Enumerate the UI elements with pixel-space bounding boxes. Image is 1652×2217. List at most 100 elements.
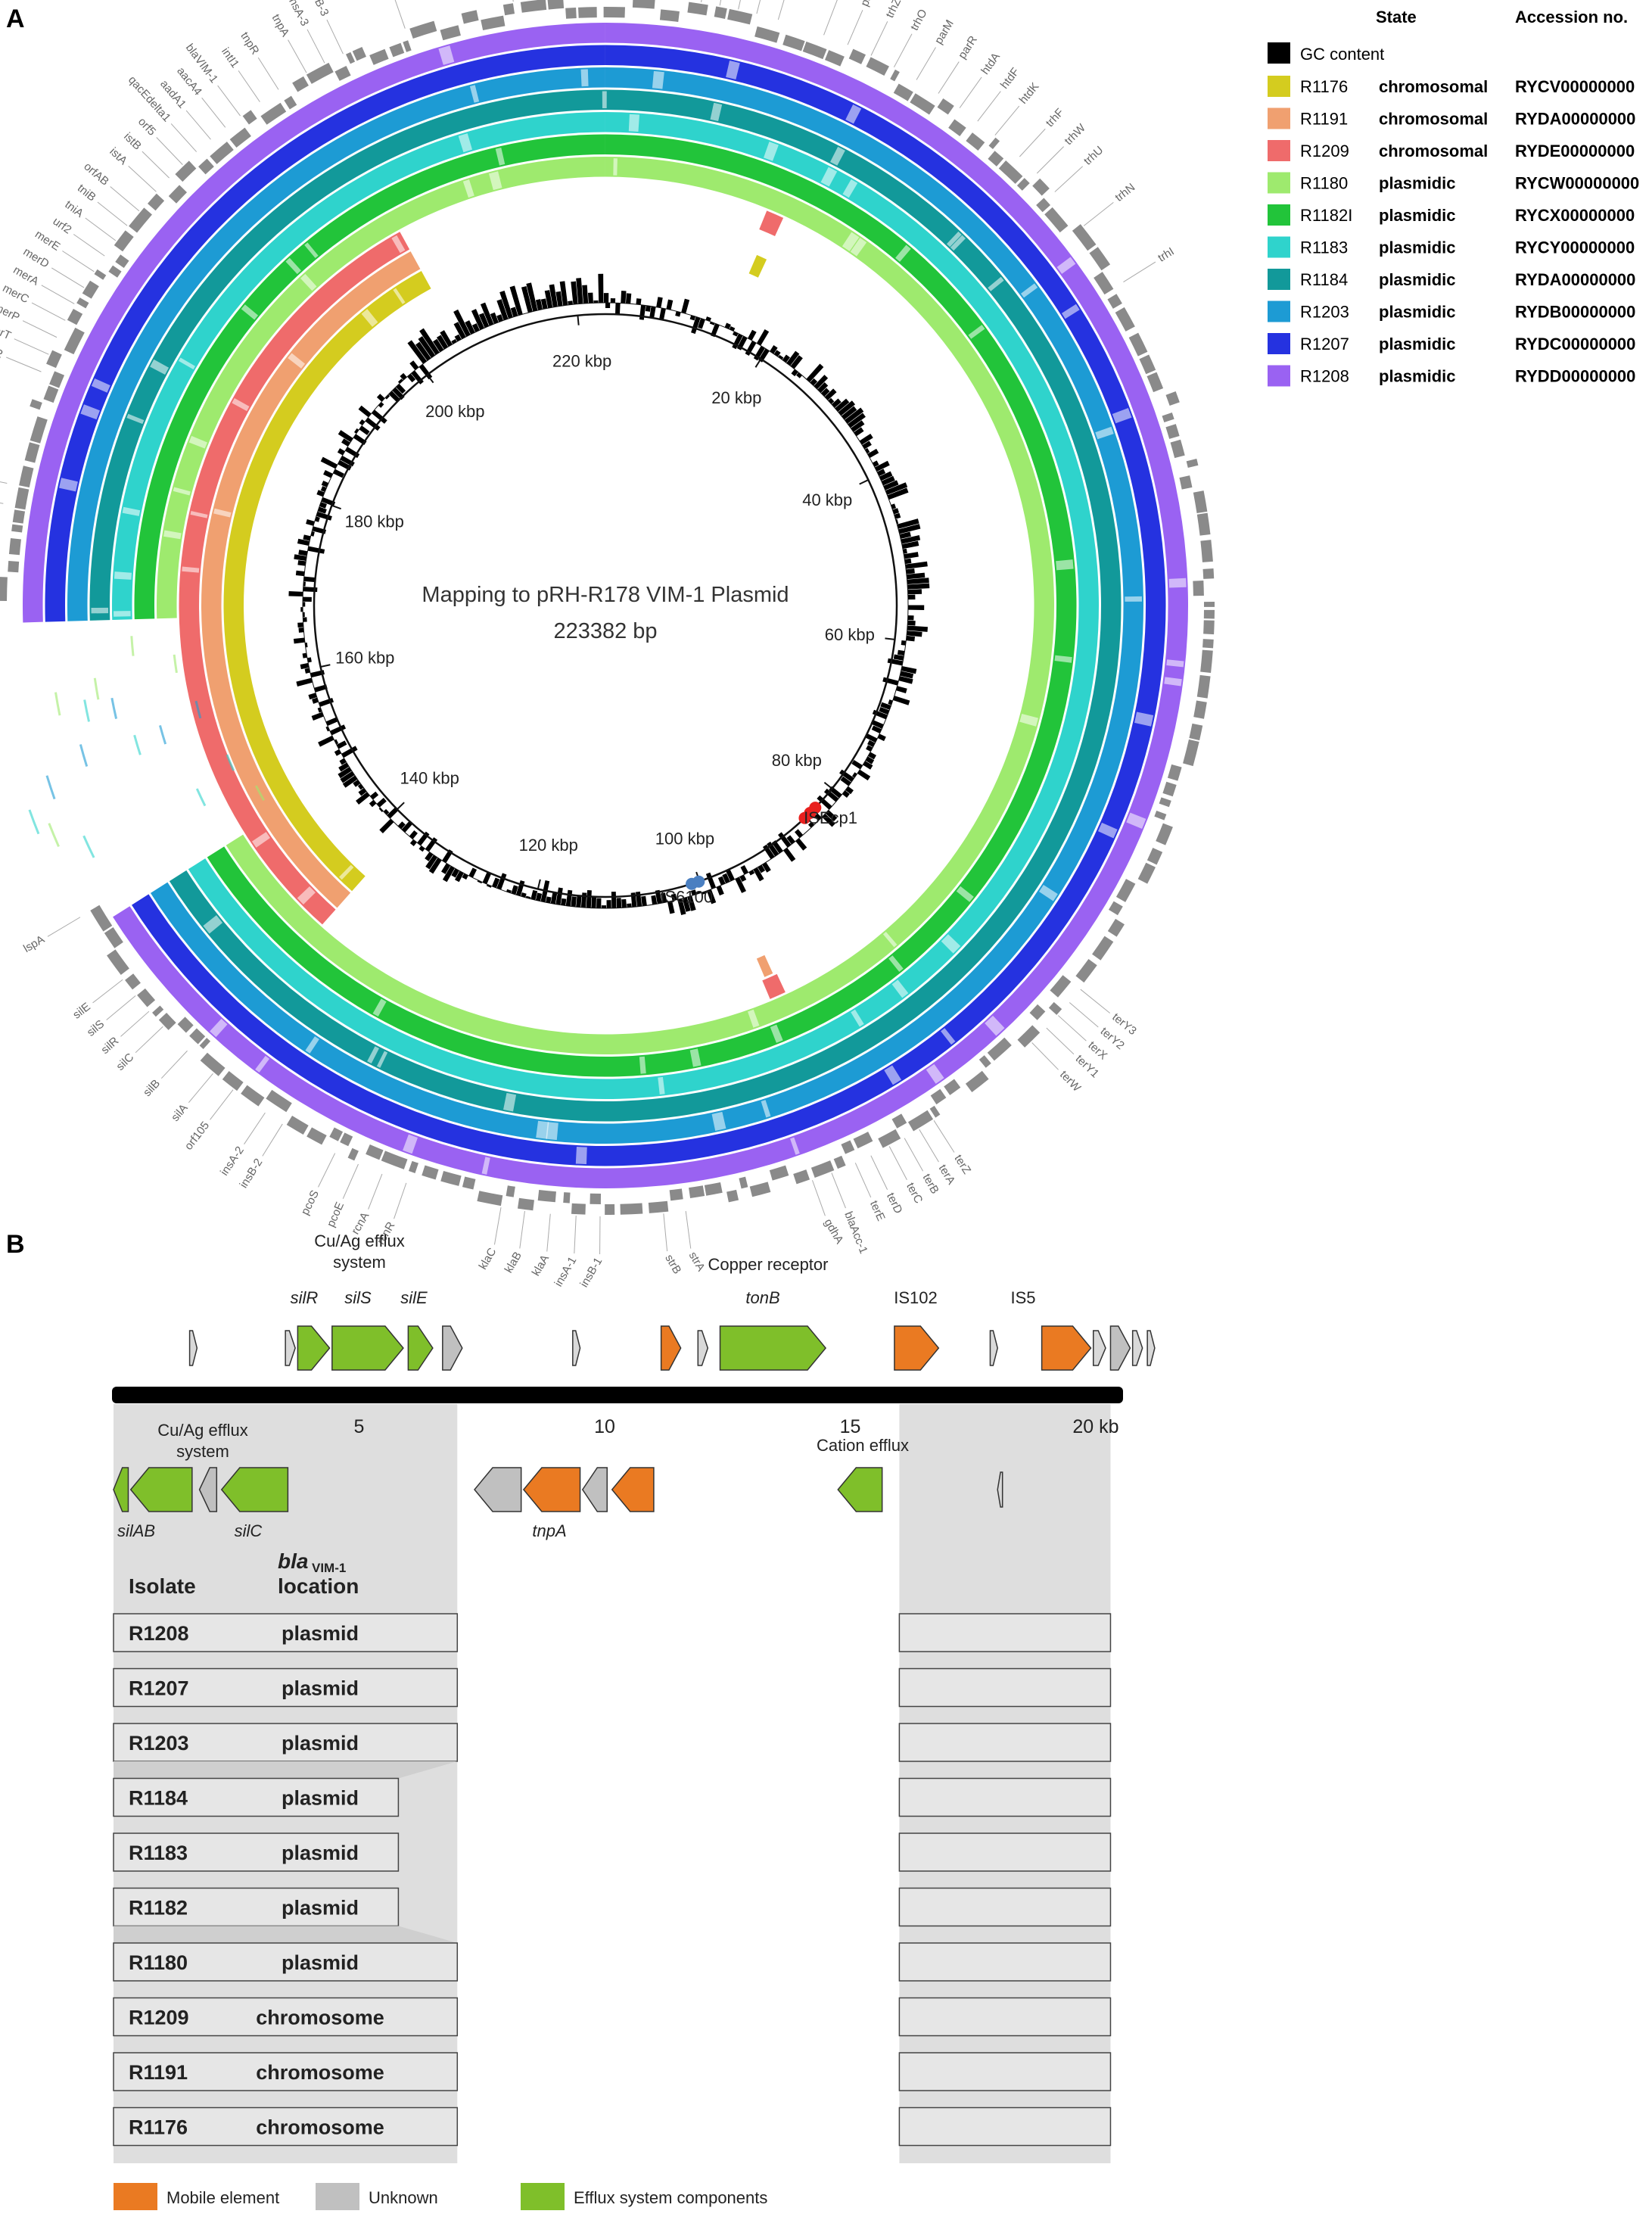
gc-bar — [691, 316, 701, 335]
gene-leader — [14, 338, 49, 355]
gc-bar — [894, 512, 901, 519]
gene-leader — [831, 1172, 846, 1209]
kbp-tick-label: 60 kbp — [825, 625, 875, 644]
gc-bar — [559, 281, 568, 306]
gene-leader — [854, 1163, 872, 1198]
ring-variation — [546, 1122, 558, 1141]
gc-baseline — [302, 302, 909, 909]
gene-leader — [870, 1155, 888, 1190]
gc-bar — [795, 829, 804, 838]
gene-feature — [129, 207, 152, 233]
gene-label: merR — [0, 338, 5, 361]
gc-bar — [384, 394, 390, 400]
gene-feature — [578, 7, 597, 18]
row-box-left — [113, 2052, 459, 2091]
gc-bar — [666, 299, 674, 310]
gc-bar — [555, 887, 563, 905]
gene-leader — [870, 21, 888, 56]
label-IS102: IS102 — [894, 1288, 938, 1307]
row-isolate: R1203 — [129, 1732, 189, 1755]
gene-feature — [769, 1165, 789, 1181]
table-row: R1191 chromosome — [113, 2052, 1112, 2091]
gc-bar — [627, 903, 632, 908]
gene-feature — [125, 973, 141, 990]
gc-bar — [865, 756, 875, 764]
gene-feature — [1193, 700, 1207, 719]
gene-arrow-top-unknown — [442, 1325, 463, 1371]
ring-variation — [628, 114, 640, 132]
gene-label: tniB — [75, 182, 98, 204]
gc-bar — [733, 331, 739, 337]
ring-variation — [305, 1036, 319, 1054]
marker-label: ISEcp1 — [804, 808, 857, 827]
gene-feature — [306, 62, 334, 84]
gene-leader — [160, 1050, 188, 1079]
gene-feature — [1203, 620, 1215, 635]
gene-label: insA-1 — [552, 1254, 579, 1288]
row-isolate: R1208 — [129, 1622, 189, 1645]
gene-label: terW — [1057, 1068, 1084, 1094]
gc-bar — [770, 345, 778, 354]
row-box-right — [898, 2052, 1112, 2091]
gene-feature — [222, 1071, 244, 1091]
gc-bar — [338, 767, 352, 779]
gc-bar — [871, 725, 882, 733]
gc-bar — [659, 307, 666, 320]
gene-label: parR — [956, 33, 980, 61]
gc-bar — [550, 891, 558, 905]
legend-isolate: R1209 — [1300, 142, 1349, 160]
gene-feature — [563, 1192, 571, 1203]
gc-bar — [667, 901, 675, 914]
gene-leader — [994, 105, 1020, 135]
gene-leader — [238, 70, 260, 102]
legend-accession-header: Accession no. — [1515, 8, 1628, 26]
gc-bar — [418, 364, 433, 380]
gc-bar — [851, 420, 865, 432]
legend-swatch — [1268, 365, 1290, 387]
gene-feature — [571, 1203, 586, 1215]
row-isolate: R1176 — [129, 2116, 188, 2139]
gc-bar — [555, 291, 563, 307]
gene-label: klaB — [502, 1250, 524, 1275]
gene-feature — [286, 1116, 309, 1135]
ring-variation — [300, 273, 317, 291]
gene-feature — [1186, 459, 1199, 468]
ring-variation — [770, 1024, 783, 1043]
gc-bar — [839, 769, 854, 782]
gene-feature — [1165, 391, 1180, 406]
ring-variation — [1095, 426, 1114, 440]
gc-bar — [582, 285, 589, 304]
ring-variation — [367, 1046, 379, 1064]
row-location: plasmid — [282, 1622, 359, 1645]
marker-dot — [798, 811, 811, 824]
ring-variation — [851, 1009, 864, 1027]
gene-feature — [19, 466, 34, 488]
row-box-left — [113, 1723, 459, 1762]
gene-feature — [1094, 272, 1114, 295]
kbp-tick — [397, 802, 405, 810]
gc-bar — [311, 711, 324, 721]
gc-bar — [758, 864, 766, 873]
gc-bar — [334, 739, 339, 745]
gc-bar — [303, 596, 312, 602]
gene-feature — [1193, 490, 1208, 514]
legend-swatch — [1268, 204, 1290, 226]
row-isolate: R1209 — [129, 2007, 189, 2029]
gene-feature — [727, 8, 753, 25]
gene-leader — [977, 91, 1001, 122]
row-isolate: R1182 — [129, 1897, 188, 1920]
gc-bar — [358, 787, 367, 796]
gc-bar — [823, 788, 839, 802]
ring-variation — [891, 979, 909, 998]
gc-bar — [303, 617, 307, 622]
gene-feature — [64, 327, 85, 355]
ring-variation — [391, 235, 406, 254]
gene-feature — [853, 1132, 873, 1149]
gene-feature — [199, 1038, 211, 1049]
gc-bar — [409, 830, 418, 839]
gene-feature — [1108, 901, 1123, 916]
gene-leader — [135, 1026, 163, 1054]
gc-bar — [586, 890, 592, 908]
label-silS: silS — [344, 1288, 372, 1307]
ring-variation — [842, 179, 858, 198]
